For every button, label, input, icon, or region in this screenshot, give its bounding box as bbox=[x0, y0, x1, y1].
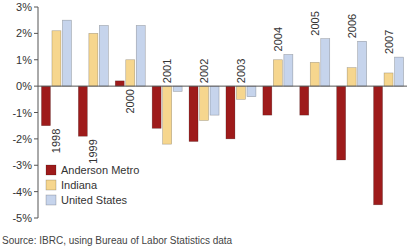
y-tick-label: -1% bbox=[12, 107, 32, 119]
bars bbox=[41, 20, 403, 205]
y-tick-label: -5% bbox=[12, 212, 32, 224]
legend-swatch bbox=[46, 180, 56, 190]
y-tick bbox=[34, 59, 38, 60]
y-tick bbox=[34, 165, 38, 166]
bar bbox=[247, 86, 256, 97]
bar bbox=[99, 25, 108, 86]
y-tick bbox=[34, 33, 38, 34]
x-tick-label: 2004 bbox=[272, 27, 284, 51]
x-tick-label: 2000 bbox=[124, 89, 136, 113]
bar bbox=[321, 39, 330, 86]
bar bbox=[284, 54, 293, 86]
legend-label: Anderson Metro bbox=[61, 164, 139, 176]
bar bbox=[152, 86, 161, 128]
bar bbox=[226, 86, 235, 139]
bar bbox=[52, 31, 61, 86]
legend-swatch bbox=[46, 165, 56, 175]
bar bbox=[273, 60, 282, 86]
x-tick-label: 2007 bbox=[383, 30, 395, 54]
bar bbox=[263, 86, 272, 115]
legend-label: Indiana bbox=[61, 179, 98, 191]
bar bbox=[173, 86, 182, 91]
bar bbox=[41, 86, 50, 126]
x-tick-label: 1998 bbox=[50, 129, 62, 153]
y-tick-label: -2% bbox=[12, 133, 32, 145]
chart-svg: -5% -4% -3% -2% -1% 0% 1% 2% 3% 1998 1999 2000 2001 2… bbox=[0, 0, 411, 248]
y-tick-label: 3% bbox=[16, 1, 32, 13]
x-tick-label: 2001 bbox=[161, 59, 173, 83]
bar bbox=[236, 86, 245, 99]
y-tick-label: 2% bbox=[16, 27, 32, 39]
y-tick bbox=[34, 112, 38, 113]
x-tick-label: 2006 bbox=[346, 14, 358, 38]
bar bbox=[374, 86, 383, 205]
y-axis bbox=[38, 7, 39, 218]
bar bbox=[200, 86, 209, 120]
x-tick-label: 2002 bbox=[198, 59, 210, 83]
bar bbox=[126, 60, 135, 86]
x-tick-label: 2005 bbox=[309, 11, 321, 35]
y-tick-label: 1% bbox=[16, 54, 32, 66]
bar bbox=[210, 86, 219, 115]
y-tick-label: -3% bbox=[12, 159, 32, 171]
bar bbox=[300, 86, 309, 115]
bar bbox=[337, 86, 346, 160]
bar bbox=[347, 68, 356, 86]
bar bbox=[189, 86, 198, 141]
y-tick-label: -4% bbox=[12, 186, 32, 198]
bar bbox=[89, 33, 98, 86]
bar bbox=[62, 20, 71, 86]
x-tick-label: 1999 bbox=[87, 139, 99, 163]
y-tick bbox=[34, 86, 38, 87]
source-note: Source: IBRC, using Bureau of Labor Stat… bbox=[2, 235, 233, 246]
y-tick bbox=[34, 191, 38, 192]
zero-line bbox=[38, 86, 407, 87]
bar bbox=[358, 41, 367, 86]
bar bbox=[395, 57, 404, 86]
bar bbox=[115, 81, 124, 86]
bar bbox=[163, 86, 172, 144]
legend: Anderson Metro Indiana United States bbox=[46, 164, 139, 206]
bar bbox=[78, 86, 87, 136]
y-tick bbox=[34, 138, 38, 139]
legend-label: United States bbox=[61, 194, 128, 206]
bar bbox=[384, 73, 393, 86]
y-tick-label: 0% bbox=[16, 80, 32, 92]
y-tick bbox=[34, 7, 38, 8]
chart-container: -5% -4% -3% -2% -1% 0% 1% 2% 3% 1998 1999 2000 2001 2… bbox=[0, 0, 411, 248]
y-tick bbox=[34, 218, 38, 219]
bar bbox=[310, 62, 319, 86]
bar bbox=[136, 25, 145, 86]
x-tick-label: 2003 bbox=[235, 59, 247, 83]
legend-swatch bbox=[46, 195, 56, 205]
